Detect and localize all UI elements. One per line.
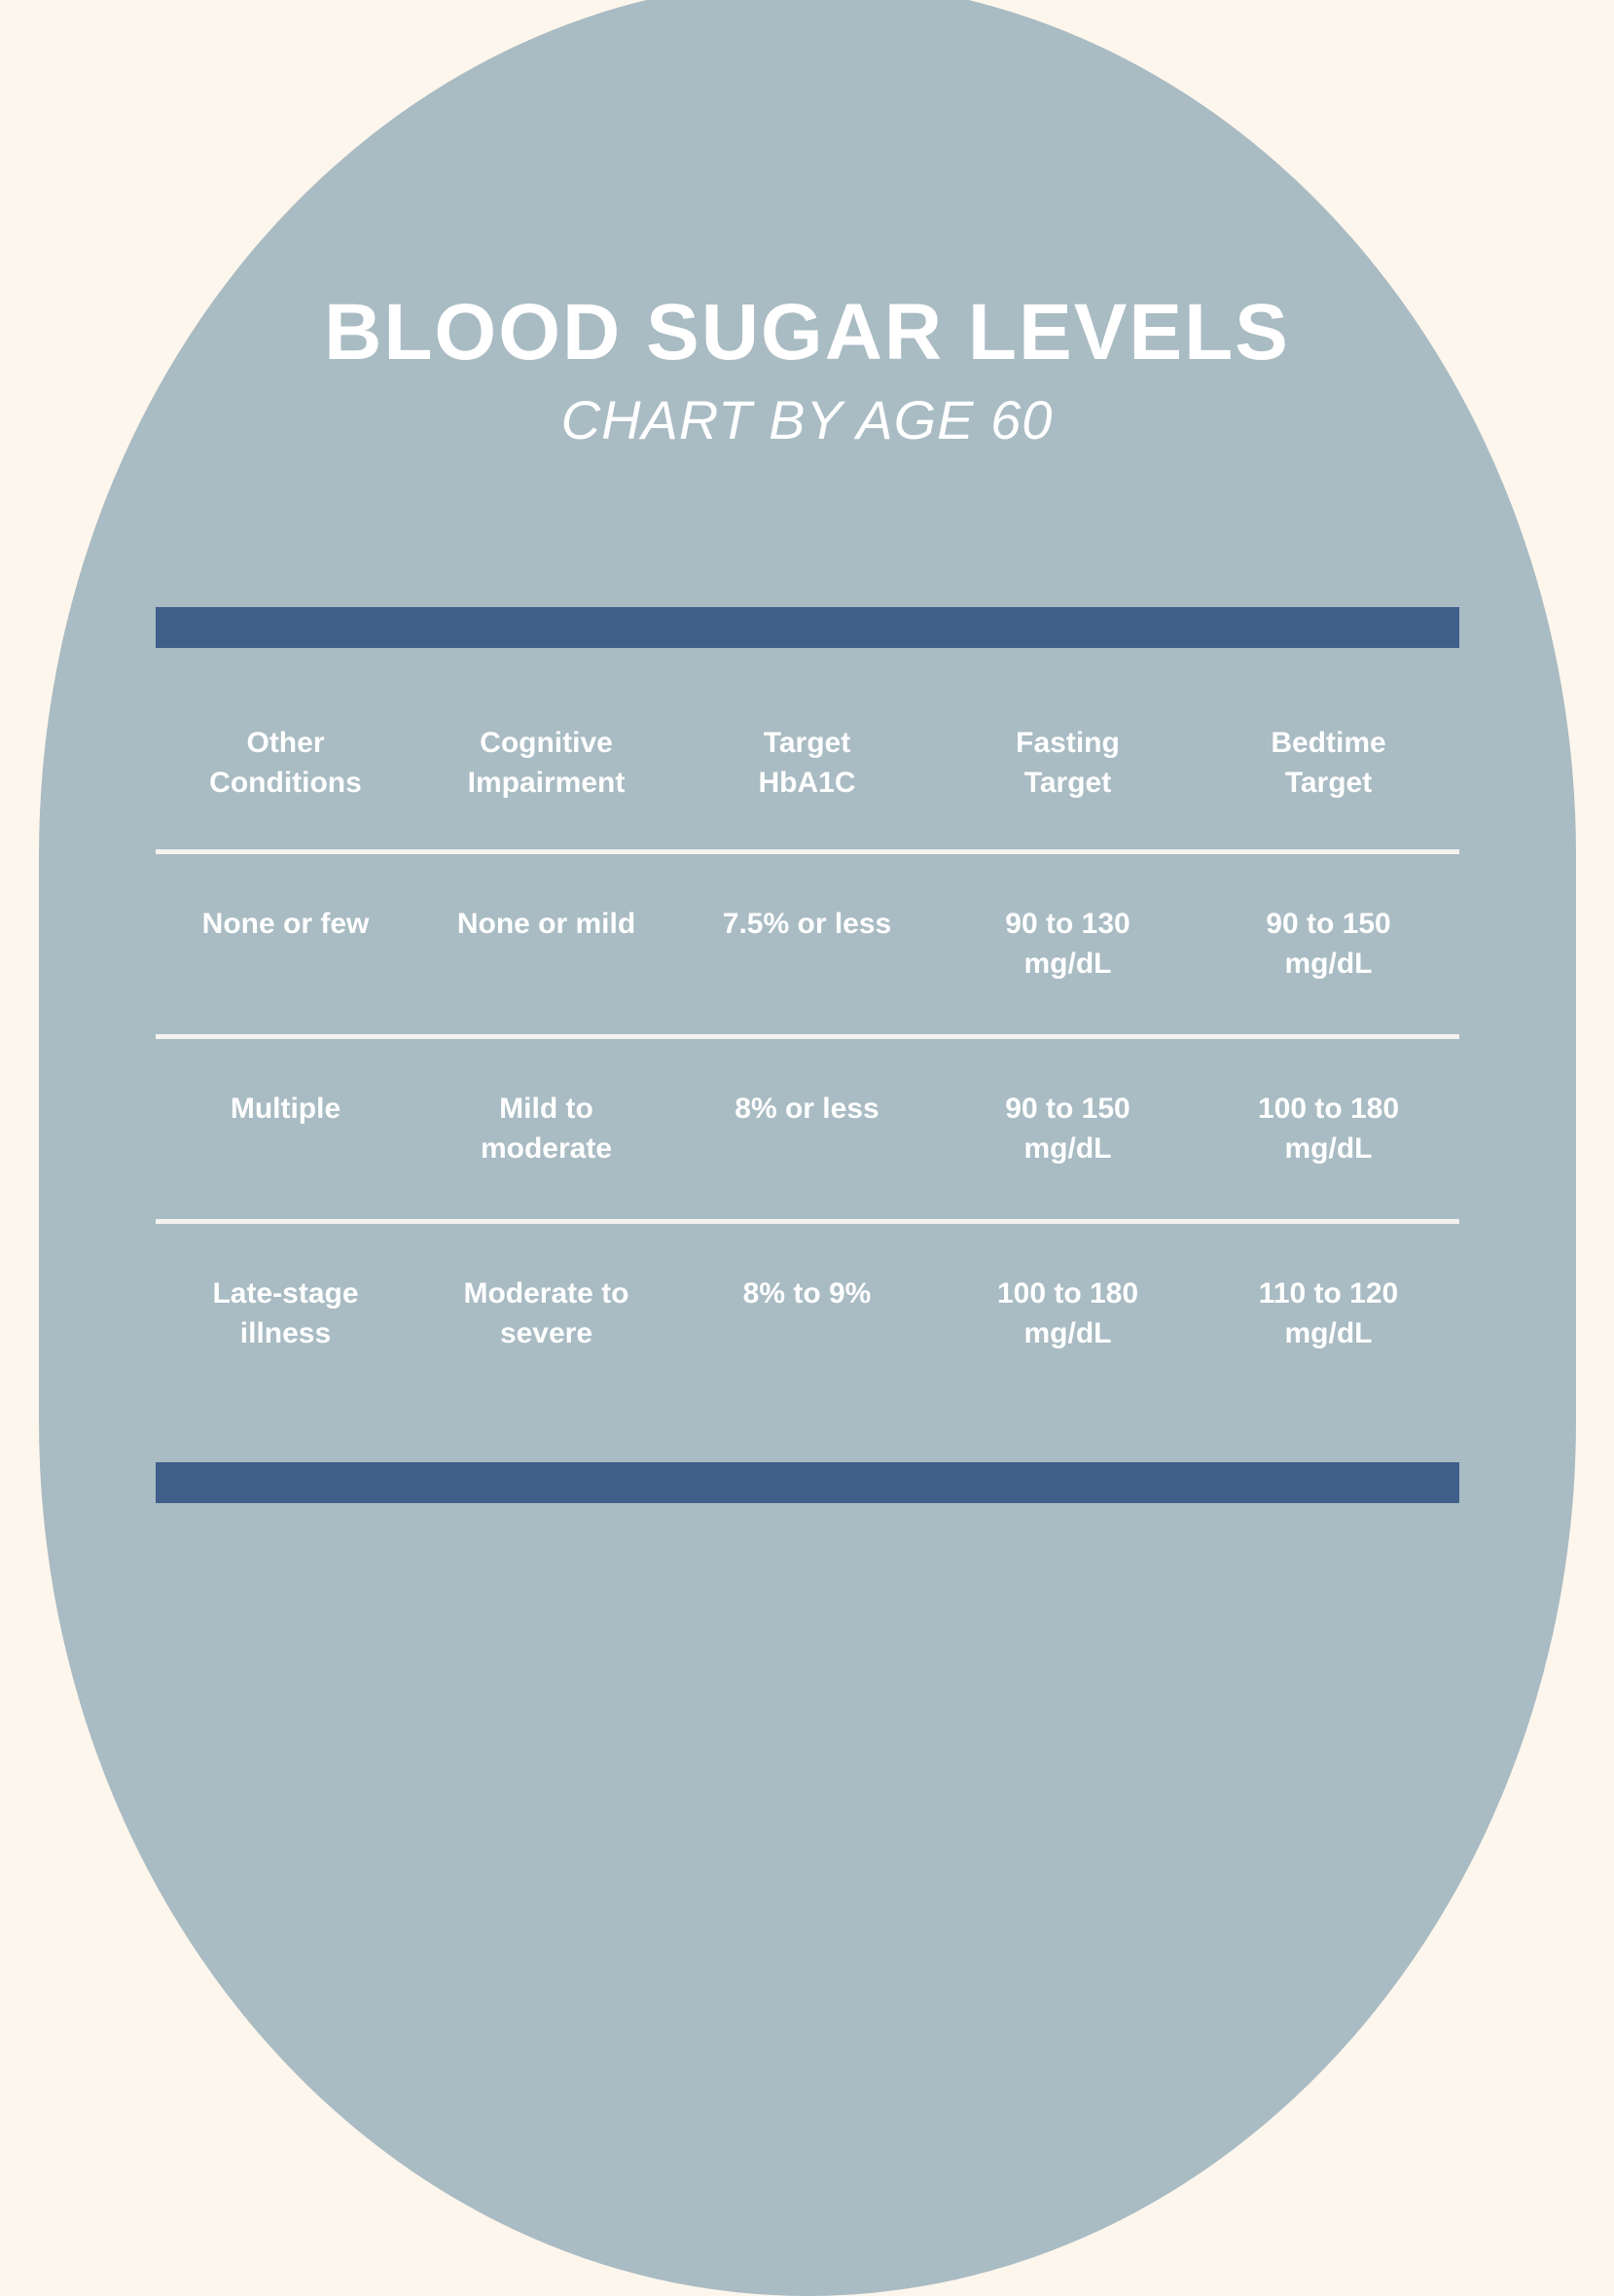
table-cell: Multiple <box>156 1090 416 1168</box>
table-row: Multiple Mild to moderate 8% or less 90 … <box>156 1039 1459 1219</box>
table-cell: Late-stage illness <box>156 1274 416 1353</box>
table-cell: 7.5% or less <box>677 905 938 984</box>
table-row: None or few None or mild 7.5% or less 90… <box>156 854 1459 1034</box>
bottom-bar <box>156 1462 1459 1503</box>
table-cell: 8% or less <box>677 1090 938 1168</box>
table-header-row: Other Conditions Cognitive Impairment Ta… <box>156 677 1459 849</box>
column-header: Other Conditions <box>156 724 416 803</box>
table-cell: 100 to 180 mg/dL <box>1199 1090 1459 1168</box>
table-cell: Moderate to severe <box>416 1274 677 1353</box>
table-cell: 90 to 130 mg/dL <box>938 905 1199 984</box>
data-table: Other Conditions Cognitive Impairment Ta… <box>156 677 1459 1404</box>
column-header: Bedtime Target <box>1199 724 1459 803</box>
table-cell: Mild to moderate <box>416 1090 677 1168</box>
column-header: Target HbA1C <box>677 724 938 803</box>
top-bar <box>156 607 1459 648</box>
content-container: BLOOD SUGAR LEVELS CHART BY AGE 60 Other… <box>0 0 1614 1503</box>
table-row: Late-stage illness Moderate to severe 8%… <box>156 1224 1459 1404</box>
column-header: Fasting Target <box>938 724 1199 803</box>
table-cell: None or few <box>156 905 416 984</box>
table-cell: 110 to 120 mg/dL <box>1199 1274 1459 1353</box>
table-cell: None or mild <box>416 905 677 984</box>
table-cell: 8% to 9% <box>677 1274 938 1353</box>
page-subtitle: CHART BY AGE 60 <box>561 388 1054 451</box>
column-header: Cognitive Impairment <box>416 724 677 803</box>
page-title: BLOOD SUGAR LEVELS <box>324 287 1290 378</box>
table-cell: 90 to 150 mg/dL <box>1199 905 1459 984</box>
table-cell: 100 to 180 mg/dL <box>938 1274 1199 1353</box>
table-cell: 90 to 150 mg/dL <box>938 1090 1199 1168</box>
